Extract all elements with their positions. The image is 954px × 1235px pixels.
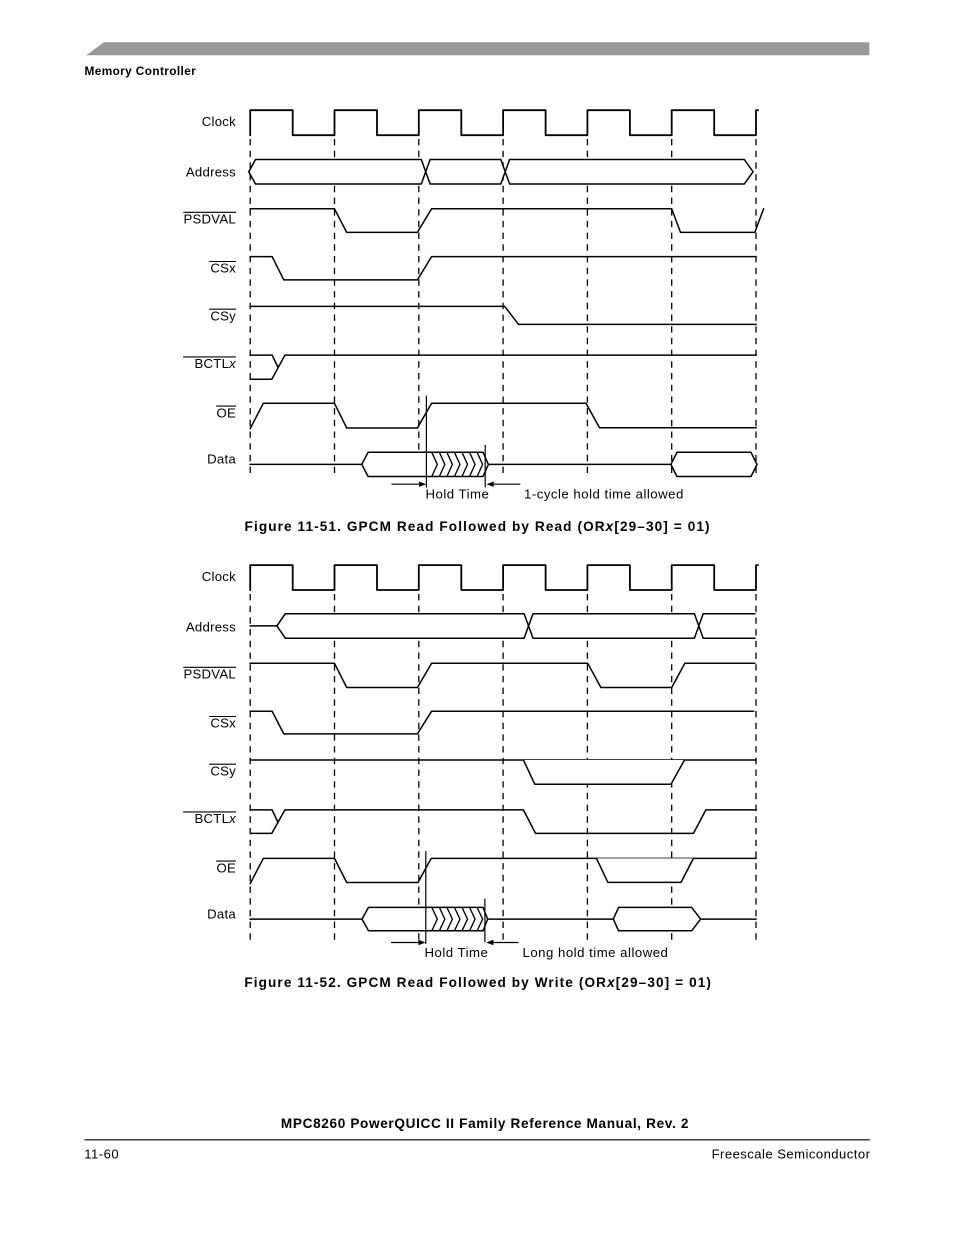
svg-text:Figure 11-52. GPCM Read Follow: Figure 11-52. GPCM Read Followed by Writ… xyxy=(244,975,712,990)
svg-text:1-cycle hold time allowed: 1-cycle hold time allowed xyxy=(524,487,684,502)
svg-text:Figure 11-51. GPCM Read Follow: Figure 11-51. GPCM Read Followed by Read… xyxy=(245,519,711,534)
svg-text:Freescale Semiconductor: Freescale Semiconductor xyxy=(712,1147,871,1162)
svg-text:CSx: CSx xyxy=(210,716,236,731)
svg-text:PSDVAL: PSDVAL xyxy=(183,212,236,227)
svg-text:Memory Controller: Memory Controller xyxy=(85,64,197,78)
svg-text:OE: OE xyxy=(216,860,236,875)
svg-text:CSx: CSx xyxy=(210,261,236,276)
svg-text:CSy: CSy xyxy=(210,308,236,323)
svg-text:MPC8260 PowerQUICC II Family R: MPC8260 PowerQUICC II Family Reference M… xyxy=(281,1116,689,1131)
svg-text:11-60: 11-60 xyxy=(84,1147,119,1162)
svg-text:Long hold time allowed: Long hold time allowed xyxy=(523,945,669,960)
svg-text:BCTLx: BCTLx xyxy=(194,811,236,826)
svg-text:Clock: Clock xyxy=(202,114,236,129)
svg-text:Data: Data xyxy=(207,452,236,467)
svg-text:Address: Address xyxy=(186,619,236,634)
svg-text:Hold Time: Hold Time xyxy=(425,945,489,960)
svg-text:BCTLx: BCTLx xyxy=(194,356,236,371)
svg-text:OE: OE xyxy=(216,405,236,420)
svg-text:Clock: Clock xyxy=(202,569,236,584)
svg-text:CSy: CSy xyxy=(210,763,236,778)
svg-text:Hold Time: Hold Time xyxy=(426,487,490,502)
svg-text:PSDVAL: PSDVAL xyxy=(183,667,236,682)
svg-text:Address: Address xyxy=(186,164,236,179)
svg-text:Data: Data xyxy=(207,907,236,922)
